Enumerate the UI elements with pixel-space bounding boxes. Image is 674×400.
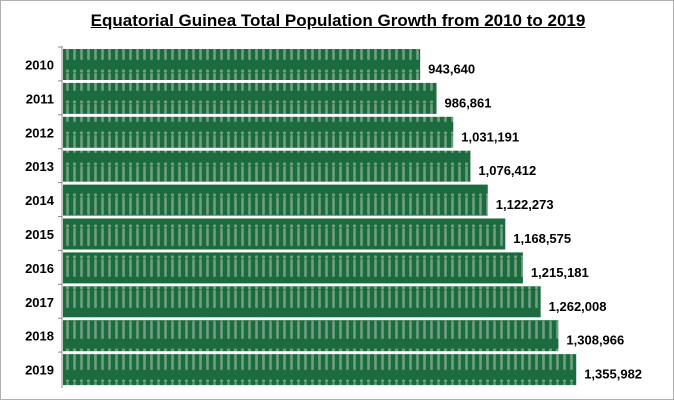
y-tick-label: 2013 (25, 159, 54, 174)
data-label: 1,355,982 (584, 367, 642, 382)
data-label: 1,215,181 (531, 265, 589, 280)
y-tick-label: 2016 (25, 261, 54, 276)
data-label: 986,861 (445, 95, 492, 110)
y-tick-label: 2015 (25, 227, 54, 242)
y-tick-label: 2017 (25, 295, 54, 310)
bar-2016 (63, 252, 523, 284)
bar-2013 (63, 150, 471, 182)
data-label: 943,640 (428, 62, 475, 77)
data-label: 1,031,191 (461, 129, 519, 144)
y-tick-label: 2010 (25, 58, 54, 73)
bar-2015 (63, 218, 506, 250)
chart-title: Equatorial Guinea Total Population Growt… (1, 11, 673, 31)
bar-2011 (63, 82, 437, 114)
y-tick-label: 2018 (25, 329, 54, 344)
data-label: 1,168,575 (513, 231, 571, 246)
bar-2019 (63, 354, 577, 386)
y-tick-label: 2012 (25, 125, 54, 140)
y-tick-label: 2014 (25, 193, 55, 208)
y-tick-label: 2011 (26, 91, 54, 106)
chart-title-text: Equatorial Guinea Total Population Growt… (90, 11, 586, 30)
bar-2018 (63, 320, 559, 352)
bar-2010 (63, 49, 421, 80)
data-label: 1,262,008 (549, 299, 607, 314)
data-label: 1,122,273 (496, 197, 554, 212)
data-label: 1,308,966 (566, 333, 624, 348)
bar-2012 (63, 116, 454, 148)
y-tick-label: 2019 (25, 363, 54, 378)
data-label: 1,076,412 (478, 163, 536, 178)
bar-2014 (63, 184, 488, 216)
bar-2017 (63, 286, 541, 318)
